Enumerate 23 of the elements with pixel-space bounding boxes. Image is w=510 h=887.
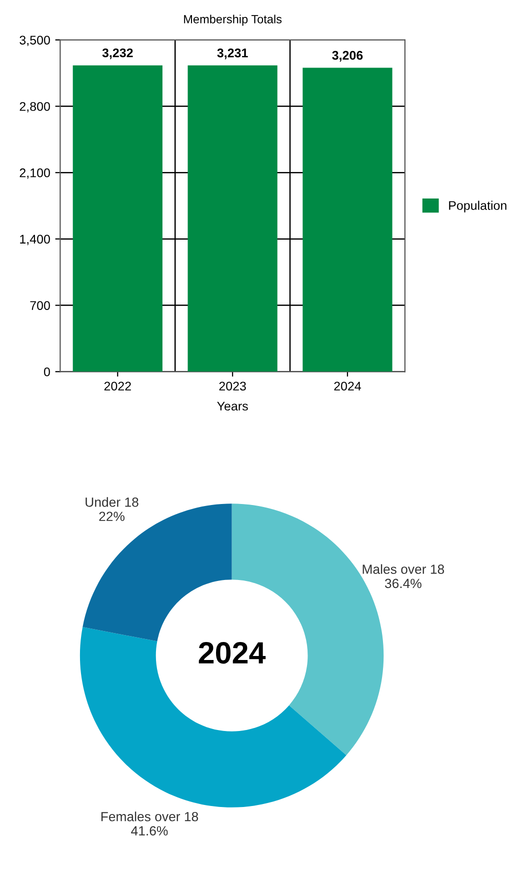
slice-label: Males over 18 bbox=[362, 564, 444, 574]
y-tick-label: 0 bbox=[44, 367, 50, 376]
text: 3,232 bbox=[102, 48, 133, 60]
y-tick-label: 3,500 bbox=[20, 36, 50, 46]
y-tick-label: 2,800 bbox=[20, 102, 50, 112]
data-label: 41.6% bbox=[131, 826, 168, 836]
y-tick-label: 2,100 bbox=[20, 168, 50, 179]
text: 3,206 bbox=[332, 50, 363, 62]
y-tick-label: 700 bbox=[30, 301, 50, 310]
legend-label: Population bbox=[449, 200, 506, 212]
donut-slice bbox=[80, 627, 346, 808]
chart-title: Membership Totals bbox=[184, 14, 282, 26]
y-tick-label: 1,400 bbox=[20, 234, 50, 246]
slice-label: Under 18 bbox=[86, 497, 138, 507]
data-label: 22% bbox=[99, 512, 125, 521]
data-label: 36.4% bbox=[384, 578, 422, 588]
text: 2024 bbox=[198, 642, 266, 664]
x-tick-label: 2023 bbox=[219, 382, 246, 391]
slice-label: Females over 18 bbox=[101, 812, 198, 822]
text: 3,231 bbox=[217, 48, 248, 60]
x-axis-title: Years bbox=[217, 402, 248, 411]
x-tick-label: 2024 bbox=[334, 382, 362, 391]
x-tick-label: 2022 bbox=[104, 382, 131, 391]
